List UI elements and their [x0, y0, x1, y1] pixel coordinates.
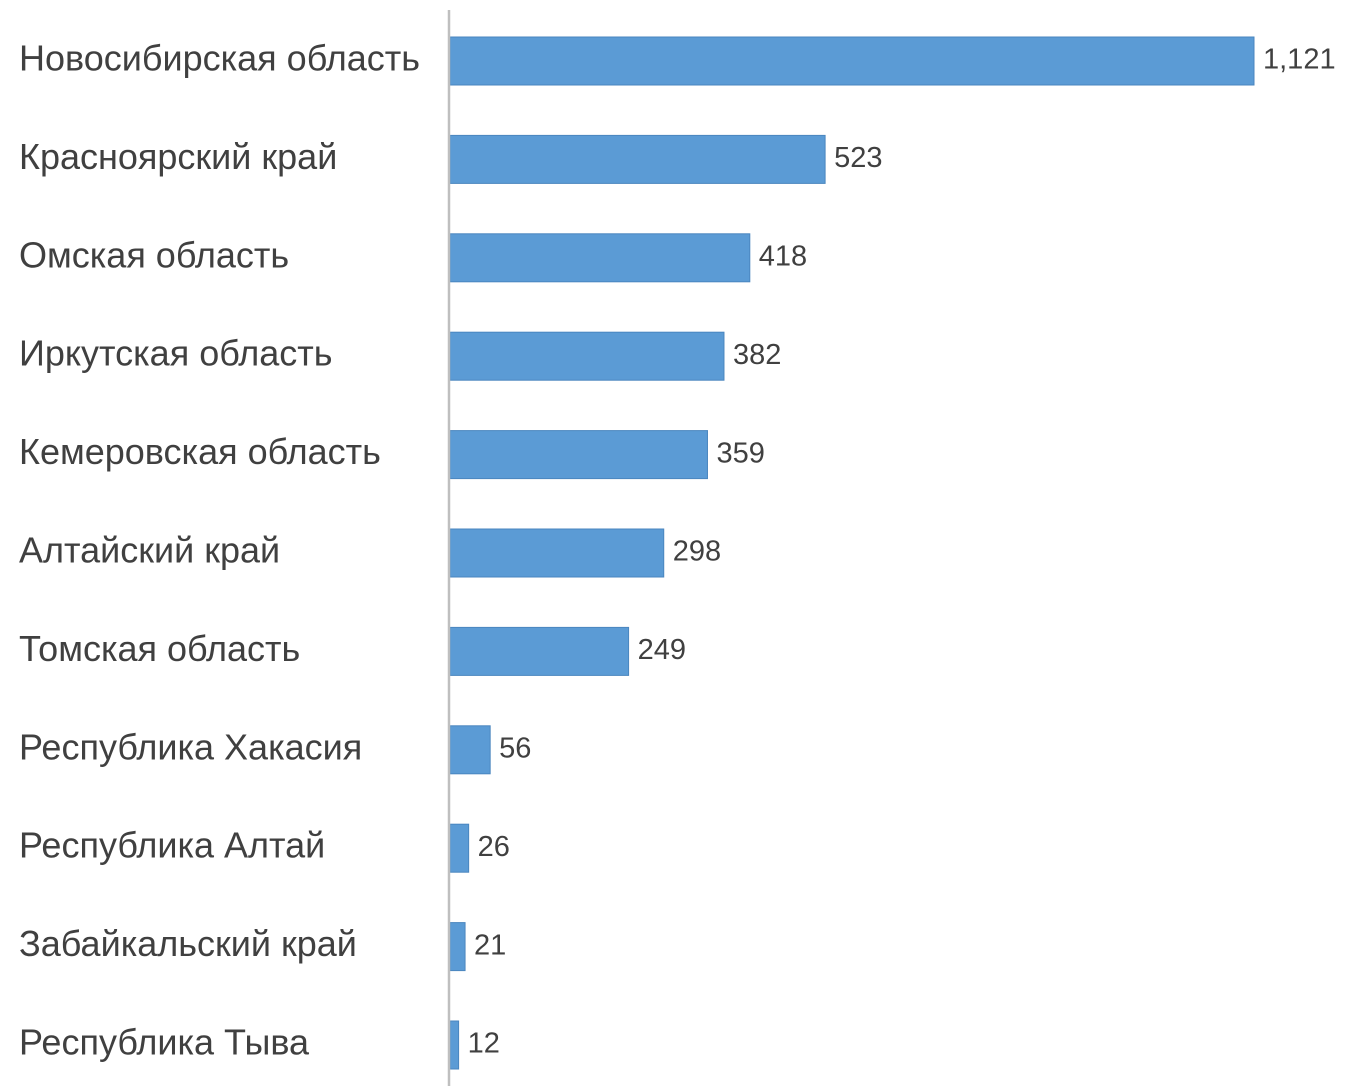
bar — [449, 528, 665, 578]
category-label: Красноярский край — [19, 136, 337, 177]
bar — [449, 331, 725, 381]
value-label: 382 — [733, 339, 781, 371]
bar — [449, 36, 1255, 86]
category-label: Новосибирская область — [19, 38, 420, 79]
value-label: 12 — [468, 1028, 500, 1060]
bar — [449, 1020, 460, 1070]
value-label: 523 — [834, 142, 882, 174]
value-label: 418 — [759, 240, 807, 272]
bars-layer — [449, 36, 1255, 1070]
bar — [449, 922, 466, 972]
value-label: 1,121 — [1263, 44, 1336, 76]
bar — [449, 233, 751, 283]
category-label: Омская область — [19, 234, 289, 275]
value-label: 359 — [716, 437, 764, 469]
value-label: 56 — [499, 732, 531, 764]
category-label: Иркутская область — [19, 333, 333, 374]
value-label: 21 — [474, 929, 506, 961]
category-label: Республика Тыва — [19, 1022, 310, 1063]
value-label: 26 — [478, 831, 510, 863]
category-label: Томская область — [19, 628, 300, 669]
bar — [449, 430, 708, 480]
bar — [449, 134, 826, 184]
value-label: 298 — [673, 536, 721, 568]
category-label: Республика Алтай — [19, 825, 325, 866]
bar — [449, 823, 470, 873]
category-label: Кемеровская область — [19, 431, 381, 472]
bar — [449, 725, 491, 775]
value-label: 249 — [638, 634, 686, 666]
category-label: Алтайский край — [19, 530, 280, 571]
bar — [449, 626, 630, 676]
category-label: Республика Хакасия — [19, 726, 362, 767]
category-label: Забайкальский край — [19, 923, 357, 964]
labels-layer: Новосибирская область 1,121 Красноярский к… — [19, 38, 1336, 1063]
